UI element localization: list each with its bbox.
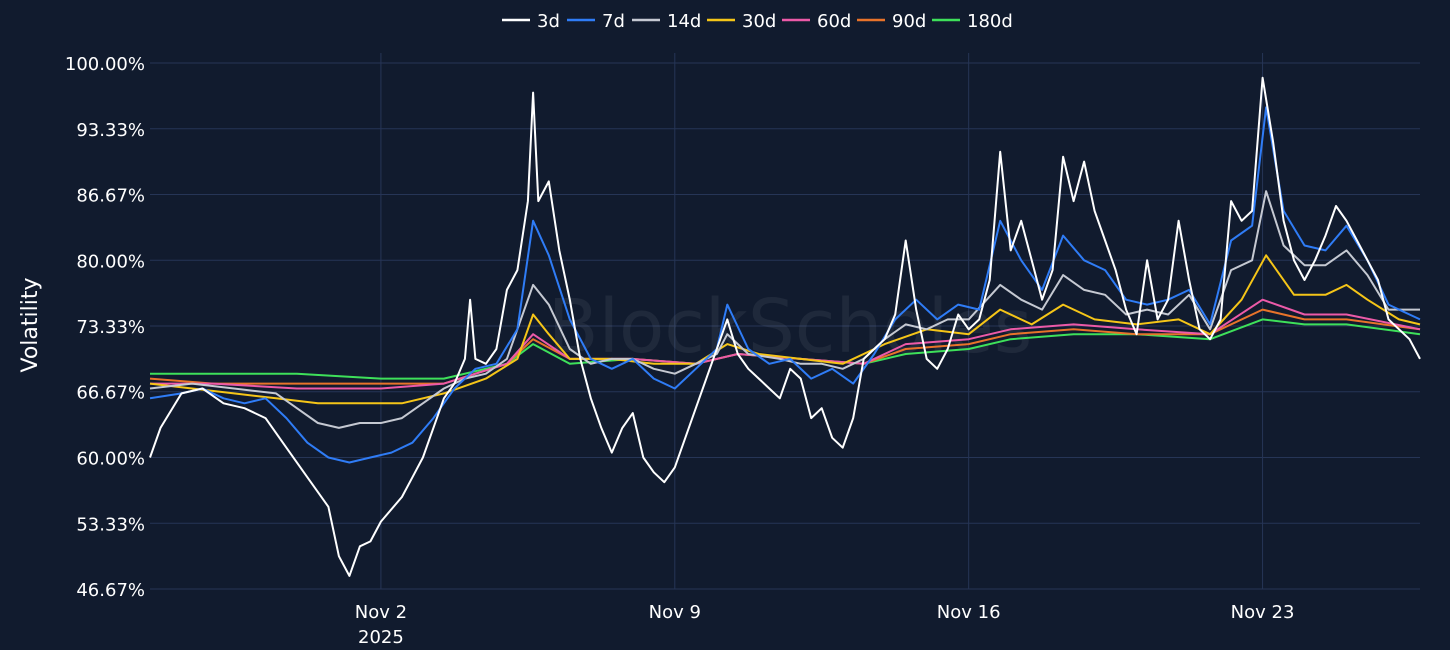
x-tick-year-label: 2025 bbox=[358, 627, 404, 648]
y-tick-label: 46.67% bbox=[76, 580, 145, 601]
series-line-7d bbox=[149, 106, 1421, 464]
y-tick-label: 86.67% bbox=[76, 185, 145, 206]
series-line-3d bbox=[149, 76, 1421, 577]
y-tick-label: 73.33% bbox=[76, 317, 145, 338]
x-tick-label: Nov 23 bbox=[1231, 602, 1295, 623]
y-tick-label: 93.33% bbox=[76, 120, 145, 141]
legend-label-60d: 60d bbox=[817, 11, 851, 32]
legend-label-3d: 3d bbox=[537, 11, 560, 32]
y-tick-label: 66.67% bbox=[76, 383, 145, 404]
grid-layer bbox=[150, 53, 1420, 590]
x-tick-label: Nov 9 bbox=[649, 602, 701, 623]
y-tick-label: 60.00% bbox=[76, 449, 145, 470]
y-tick-label: 80.00% bbox=[76, 251, 145, 272]
y-tick-label: 53.33% bbox=[76, 514, 145, 535]
x-tick-label: Nov 2 bbox=[355, 602, 407, 623]
legend-label-90d: 90d bbox=[892, 11, 926, 32]
legend-label-30d: 30d bbox=[742, 11, 776, 32]
watermark-text: BlockScholes bbox=[548, 284, 1033, 370]
legend-label-14d: 14d bbox=[667, 11, 701, 32]
series-line-30d bbox=[149, 254, 1421, 405]
series-layer bbox=[149, 76, 1421, 577]
y-tick-label: 100.00% bbox=[65, 54, 145, 75]
series-line-14d bbox=[149, 190, 1420, 429]
y-axis-title: Volatility bbox=[18, 277, 43, 372]
x-tick-label: Nov 16 bbox=[937, 602, 1001, 623]
x-axis-ticks: Nov 2 2025 Nov 9 Nov 16 Nov 23 bbox=[355, 602, 1295, 648]
y-axis-ticks: 46.67% 53.33% 60.00% 66.67% 73.33% 80.00% 86.6… bbox=[65, 54, 145, 601]
legend-label-180d: 180d bbox=[967, 11, 1013, 32]
legend-label-7d: 7d bbox=[602, 11, 625, 32]
legend: 3d 7d 14d 30d 60d 90d 180d bbox=[502, 11, 1013, 32]
